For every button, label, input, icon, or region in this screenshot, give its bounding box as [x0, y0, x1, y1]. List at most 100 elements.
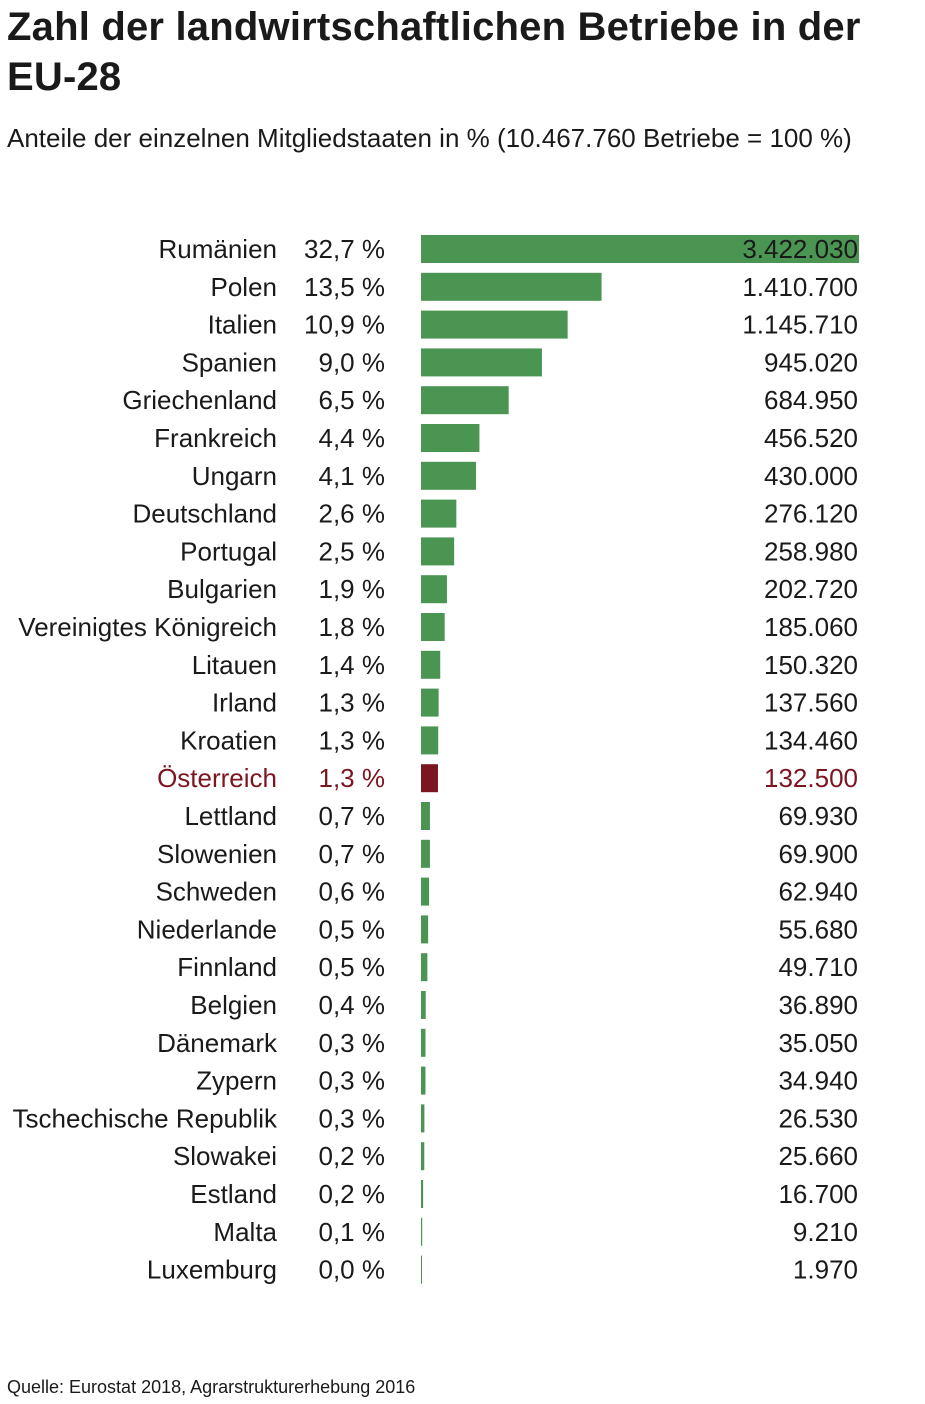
- value-label-portugal: 258.980: [764, 536, 858, 566]
- value-label-lettland: 69.930: [778, 801, 858, 831]
- bar-row-portugal: Portugal 2,5 % 258.980: [180, 536, 858, 566]
- percent-label-vereinigtes-koenigreich: 1,8 %: [319, 612, 386, 642]
- bar-schweden: [421, 877, 430, 906]
- bar-row-frankreich: Frankreich 4,4 % 456.520: [154, 423, 858, 453]
- bar-row-vereinigtes-koenigreich: Vereinigtes Königreich 1,8 % 185.060: [18, 612, 858, 642]
- value-label-zypern: 34.940: [778, 1066, 858, 1096]
- chart-subtitle: Anteile der einzelnen Mitgliedstaaten in…: [7, 123, 852, 153]
- percent-label-kroatien: 1,3 %: [319, 725, 386, 755]
- percent-label-estland: 0,2 %: [319, 1179, 386, 1209]
- bar-zypern: [421, 1066, 426, 1095]
- bar-rumaenien: [421, 235, 859, 263]
- percent-label-spanien: 9,0 %: [319, 347, 386, 377]
- bar-slowakei: [421, 1142, 425, 1171]
- category-label-luxemburg: Luxemburg: [147, 1255, 277, 1285]
- bar-kroatien: [421, 726, 439, 755]
- bar-frankreich: [421, 424, 480, 452]
- value-label-litauen: 150.320: [764, 650, 858, 680]
- percent-label-slowakei: 0,2 %: [319, 1141, 386, 1171]
- bar-row-finnland: Finnland 0,5 % 49.710: [177, 952, 858, 982]
- category-label-bulgarien: Bulgarien: [167, 574, 277, 604]
- bar-row-oesterreich: Österreich 1,3 % 132.500: [157, 763, 858, 793]
- value-label-vereinigtes-koenigreich: 185.060: [764, 612, 858, 642]
- bar-malta: [421, 1217, 423, 1246]
- category-label-ungarn: Ungarn: [192, 461, 277, 491]
- category-label-slowenien: Slowenien: [157, 839, 277, 869]
- bar-griechenland: [421, 386, 509, 415]
- bar-chart: Rumänien 32,7 % 3.422.030 Polen 13,5 % 1.410.…: [13, 234, 859, 1285]
- percent-label-frankreich: 4,4 %: [319, 423, 386, 453]
- category-label-polen: Polen: [211, 272, 278, 302]
- percent-label-litauen: 1,4 %: [319, 650, 386, 680]
- value-label-kroatien: 134.460: [764, 725, 858, 755]
- category-label-zypern: Zypern: [196, 1066, 277, 1096]
- bar-row-spanien: Spanien 9,0 % 945.020: [182, 347, 858, 377]
- category-label-tschechische-republik: Tschechische Republik: [13, 1103, 278, 1133]
- percent-label-lettland: 0,7 %: [319, 801, 386, 831]
- bar-row-niederlande: Niederlande 0,5 % 55.680: [137, 914, 858, 944]
- value-label-schweden: 62.940: [778, 877, 858, 907]
- percent-label-daenemark: 0,3 %: [319, 1028, 386, 1058]
- percent-label-bulgarien: 1,9 %: [319, 574, 386, 604]
- value-label-rumaenien: 3.422.030: [742, 234, 858, 264]
- value-label-slowakei: 25.660: [778, 1141, 858, 1171]
- bar-portugal: [421, 537, 455, 566]
- percent-label-schweden: 0,6 %: [319, 877, 386, 907]
- value-label-bulgarien: 202.720: [764, 574, 858, 604]
- percent-label-zypern: 0,3 %: [319, 1066, 386, 1096]
- bar-row-irland: Irland 1,3 % 137.560: [212, 688, 858, 718]
- bar-bulgarien: [421, 575, 447, 604]
- value-label-estland: 16.700: [778, 1179, 858, 1209]
- bar-row-tschechische-republik: Tschechische Republik 0,3 % 26.530: [13, 1103, 858, 1133]
- bar-belgien: [421, 991, 426, 1019]
- value-label-finnland: 49.710: [778, 952, 858, 982]
- category-label-daenemark: Dänemark: [157, 1028, 278, 1058]
- category-label-spanien: Spanien: [182, 347, 277, 377]
- value-label-belgien: 36.890: [778, 990, 858, 1020]
- value-label-italien: 1.145.710: [742, 310, 858, 340]
- bar-row-slowenien: Slowenien 0,7 % 69.900: [157, 839, 858, 869]
- bar-estland: [421, 1180, 424, 1208]
- category-label-belgien: Belgien: [190, 990, 277, 1020]
- bar-spanien: [421, 348, 542, 377]
- bar-row-polen: Polen 13,5 % 1.410.700: [211, 272, 859, 302]
- category-label-kroatien: Kroatien: [180, 725, 277, 755]
- chart-source: Quelle: Eurostat 2018, Agrarstrukturerhe…: [7, 1377, 416, 1397]
- bar-row-slowakei: Slowakei 0,2 % 25.660: [173, 1141, 858, 1171]
- value-label-daenemark: 35.050: [778, 1028, 858, 1058]
- bar-row-lettland: Lettland 0,7 % 69.930: [184, 801, 858, 831]
- percent-label-oesterreich: 1,3 %: [319, 763, 386, 793]
- bar-row-luxemburg: Luxemburg 0,0 % 1.970: [147, 1255, 858, 1285]
- bar-polen: [421, 272, 602, 301]
- bar-deutschland: [421, 499, 457, 528]
- value-label-malta: 9.210: [793, 1217, 858, 1247]
- percent-label-slowenien: 0,7 %: [319, 839, 386, 869]
- value-label-slowenien: 69.900: [778, 839, 858, 869]
- value-label-deutschland: 276.120: [764, 499, 858, 529]
- value-label-frankreich: 456.520: [764, 423, 858, 453]
- bar-row-ungarn: Ungarn 4,1 % 430.000: [192, 461, 858, 491]
- bar-slowenien: [421, 839, 430, 868]
- value-label-irland: 137.560: [764, 688, 858, 718]
- category-label-niederlande: Niederlande: [137, 914, 277, 944]
- category-label-italien: Italien: [208, 310, 277, 340]
- value-label-tschechische-republik: 26.530: [778, 1103, 858, 1133]
- category-label-rumaenien: Rumänien: [158, 234, 277, 264]
- percent-label-finnland: 0,5 %: [319, 952, 386, 982]
- bar-oesterreich: [421, 764, 438, 793]
- bar-row-italien: Italien 10,9 % 1.145.710: [208, 310, 858, 340]
- bar-row-malta: Malta 0,1 % 9.210: [213, 1217, 858, 1247]
- bar-row-bulgarien: Bulgarien 1,9 % 202.720: [167, 574, 858, 604]
- bar-luxemburg: [421, 1255, 422, 1284]
- category-label-slowakei: Slowakei: [173, 1141, 277, 1171]
- percent-label-rumaenien: 32,7 %: [304, 234, 385, 264]
- bar-italien: [421, 310, 568, 339]
- percent-label-italien: 10,9 %: [304, 310, 385, 340]
- bar-row-zypern: Zypern 0,3 % 34.940: [196, 1066, 858, 1096]
- percent-label-belgien: 0,4 %: [319, 990, 386, 1020]
- category-label-portugal: Portugal: [180, 536, 277, 566]
- percent-label-polen: 13,5 %: [304, 272, 385, 302]
- category-label-frankreich: Frankreich: [154, 423, 277, 453]
- bar-tschechische-republik: [421, 1104, 425, 1133]
- percent-label-ungarn: 4,1 %: [319, 461, 386, 491]
